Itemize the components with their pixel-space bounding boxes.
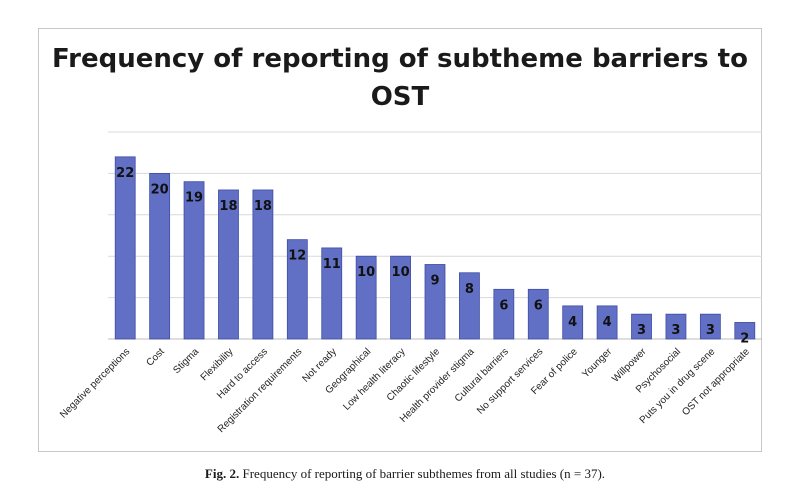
bar-value-label: 10 xyxy=(392,265,410,280)
bar-value-label: 2 xyxy=(740,331,749,346)
figure-caption: Fig. 2. Frequency of reporting of barrie… xyxy=(0,466,810,482)
bar-value-label: 4 xyxy=(603,315,612,330)
bar-value-label: 6 xyxy=(499,298,508,313)
bar xyxy=(286,239,308,340)
x-tick-label: No support services xyxy=(475,346,545,416)
bar-value-label: 18 xyxy=(254,199,272,214)
x-tick-label: Negative perceptions xyxy=(58,346,132,420)
bar xyxy=(355,255,377,340)
bar-value-label: 3 xyxy=(637,323,646,338)
bar xyxy=(699,313,721,340)
caption-text: Frequency of reporting of barrier subthe… xyxy=(242,466,606,481)
bar xyxy=(562,305,584,340)
bar xyxy=(424,264,446,340)
bar-value-label: 19 xyxy=(185,191,203,206)
bar-value-label: 4 xyxy=(568,315,577,330)
bar xyxy=(493,288,515,340)
bar xyxy=(183,181,205,340)
x-tick-label: Cost xyxy=(144,346,166,368)
bar-value-label: 10 xyxy=(357,265,375,280)
x-tick-label: OST not appropriate xyxy=(680,346,752,418)
bar-value-labels: 22 20 19 18 18 12 11 10 10 9 8 6 6 4 4 3 3 3 2 xyxy=(116,166,749,347)
bar xyxy=(665,313,687,340)
bar-value-label: 3 xyxy=(671,323,680,338)
bar-value-label: 9 xyxy=(430,273,439,288)
bar-value-label: 22 xyxy=(116,166,134,181)
bar-value-label: 11 xyxy=(323,257,341,272)
bar xyxy=(631,313,652,340)
bar-value-label: 12 xyxy=(288,249,306,264)
bar-value-label: 18 xyxy=(219,199,237,214)
bar xyxy=(527,288,549,340)
caption-label: Fig. 2. xyxy=(204,466,240,481)
bar xyxy=(596,305,618,340)
bar xyxy=(218,189,239,340)
bar xyxy=(114,156,136,340)
bars xyxy=(114,156,756,340)
x-tick-label: Younger xyxy=(580,346,614,380)
bar xyxy=(149,172,171,340)
bar xyxy=(390,255,411,340)
bar-value-label: 20 xyxy=(151,182,169,197)
bar xyxy=(321,247,343,340)
x-tick-label: Low health literacy xyxy=(341,346,407,412)
bar xyxy=(734,322,756,340)
bar-value-label: 8 xyxy=(465,282,474,297)
bar xyxy=(252,189,274,340)
chart-title: Frequency of reporting of subtheme barri… xyxy=(52,44,748,112)
bar-value-label: 6 xyxy=(534,298,543,313)
bar-value-label: 3 xyxy=(706,323,715,338)
bar xyxy=(459,272,480,340)
x-tick-label: Stigma xyxy=(171,346,201,376)
x-tick-labels: Negative perceptions Cost StigmaFlexibilit… xyxy=(58,346,752,435)
